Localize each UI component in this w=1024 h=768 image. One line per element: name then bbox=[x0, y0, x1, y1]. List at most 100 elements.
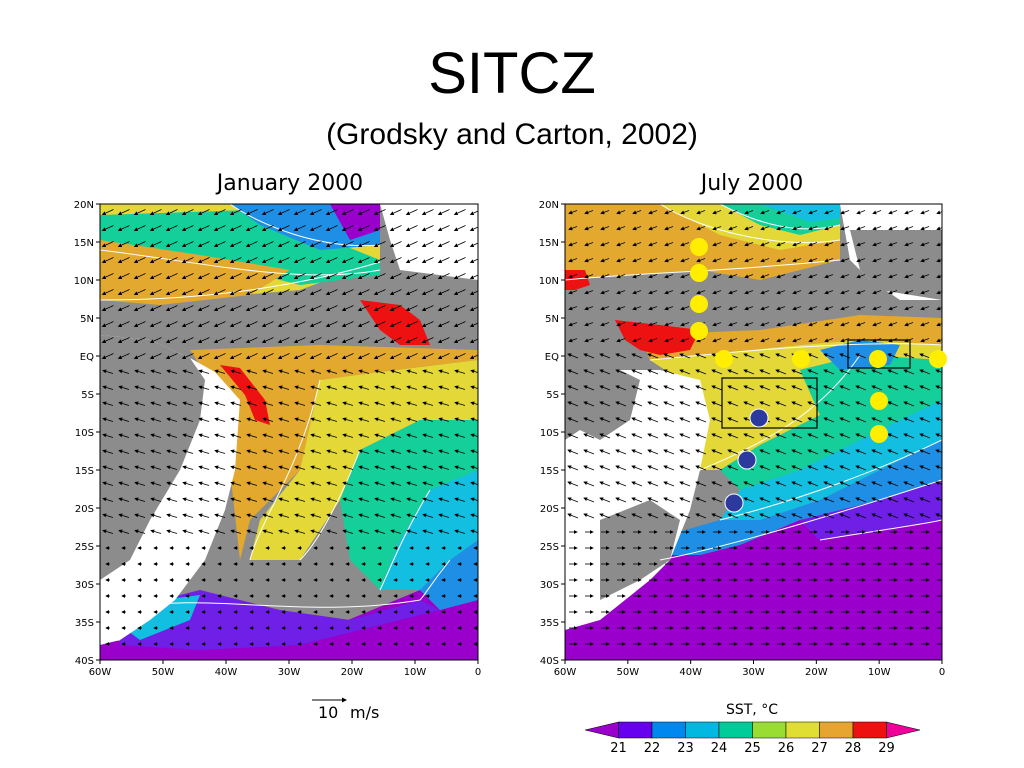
wind-arrow bbox=[406, 513, 418, 518]
wind-arrow bbox=[792, 306, 802, 311]
wind-arrow bbox=[197, 209, 210, 215]
wind-arrow bbox=[711, 465, 723, 471]
wind-arrow bbox=[181, 241, 194, 247]
wind-arrow bbox=[325, 209, 338, 215]
wind-arrow bbox=[358, 417, 370, 422]
wind-arrow bbox=[903, 369, 915, 375]
wind-arrow bbox=[760, 258, 770, 263]
wind-arrow bbox=[824, 226, 834, 231]
wind-arrow bbox=[246, 529, 258, 534]
wind-arrow bbox=[406, 449, 418, 454]
wind-arrow bbox=[469, 258, 478, 263]
wind-arrow bbox=[342, 497, 354, 502]
wind-arrow bbox=[278, 465, 290, 470]
lat-tick-label: 15N bbox=[539, 238, 559, 249]
wind-arrow bbox=[631, 465, 643, 471]
wind-arrow bbox=[293, 353, 306, 359]
wind-arrow bbox=[213, 305, 226, 311]
wind-arrow bbox=[198, 369, 210, 374]
wind-arrow bbox=[904, 274, 914, 279]
wind-arrow bbox=[182, 369, 194, 374]
missing-patch bbox=[600, 500, 680, 600]
wind-arrow bbox=[438, 513, 450, 518]
wind-arrow bbox=[728, 226, 738, 231]
wind-arrow bbox=[405, 273, 418, 279]
wind-arrow bbox=[727, 385, 739, 391]
wind-arrow bbox=[647, 481, 659, 487]
wind-arrow bbox=[904, 290, 914, 295]
wind-arrow bbox=[101, 241, 114, 247]
wind-arrow bbox=[775, 417, 787, 423]
wind-arrow bbox=[229, 289, 242, 295]
wind-arrow bbox=[166, 369, 178, 374]
wind-arrow bbox=[872, 226, 882, 231]
wind-arrow bbox=[680, 226, 690, 231]
wind-arrow bbox=[856, 258, 866, 263]
wind-arrow bbox=[887, 433, 899, 439]
wind-arrow bbox=[856, 274, 866, 279]
wind-arrow bbox=[390, 449, 402, 454]
wind-arrow bbox=[246, 481, 258, 486]
wind-arrow bbox=[583, 433, 595, 439]
wind-arrow bbox=[856, 290, 866, 295]
wind-arrow bbox=[775, 385, 787, 391]
wind-arrow bbox=[198, 465, 210, 470]
wind-arrow bbox=[872, 242, 882, 247]
wind-arrow bbox=[567, 385, 579, 391]
wind-arrow bbox=[632, 306, 642, 311]
wind-arrow bbox=[102, 481, 114, 486]
wind-arrow bbox=[261, 305, 274, 311]
wind-arrow bbox=[149, 305, 162, 311]
wind-arrow bbox=[599, 449, 611, 455]
wind-arrow bbox=[920, 306, 930, 311]
wind-arrow bbox=[823, 385, 835, 391]
wind-arrow bbox=[568, 274, 578, 279]
wind-arrow bbox=[871, 465, 883, 471]
wind-arrow bbox=[405, 241, 418, 247]
wind-arrow bbox=[615, 385, 627, 391]
wind-arrow bbox=[165, 353, 178, 359]
wind-arrow bbox=[165, 257, 178, 263]
wind-arrow bbox=[727, 369, 739, 375]
wind-arrow bbox=[616, 258, 626, 263]
wind-arrow bbox=[326, 449, 338, 454]
wind-arrow bbox=[648, 258, 658, 263]
wind-arrow bbox=[245, 353, 258, 359]
wind-arrow bbox=[567, 465, 579, 471]
wind-arrow bbox=[182, 433, 194, 438]
wind-arrow bbox=[101, 225, 114, 231]
wind-arrow bbox=[855, 497, 867, 503]
wind-arrow bbox=[840, 322, 850, 327]
wind-arrow bbox=[149, 241, 162, 247]
wind-arrow bbox=[294, 401, 306, 406]
wind-arrow bbox=[102, 385, 114, 390]
wind-arrow bbox=[616, 274, 626, 279]
wind-arrow bbox=[262, 369, 274, 374]
wind-arrow bbox=[390, 465, 402, 470]
wind-arrow bbox=[453, 289, 466, 295]
wind-arrow bbox=[871, 369, 883, 375]
wind-arrow bbox=[919, 465, 931, 471]
colorbar-segment bbox=[718, 721, 753, 739]
wind-arrow bbox=[277, 337, 290, 343]
wind-arrow bbox=[695, 401, 707, 407]
wind-arrow bbox=[165, 273, 178, 279]
wind-arrow bbox=[230, 369, 242, 374]
wind-arrow bbox=[342, 529, 354, 534]
wind-arrow bbox=[246, 385, 258, 390]
wind-arrow bbox=[727, 417, 739, 423]
wind-arrow bbox=[856, 210, 866, 215]
wind-arrow bbox=[759, 449, 771, 455]
wind-arrow bbox=[310, 385, 322, 390]
wind-arrow bbox=[357, 353, 370, 359]
wind-arrow bbox=[214, 401, 226, 406]
wind-arrow bbox=[904, 210, 914, 215]
wind-arrow bbox=[422, 529, 434, 534]
wind-arrow bbox=[839, 481, 851, 487]
lon-tick-label: 50W bbox=[152, 667, 175, 678]
wind-arrow bbox=[727, 401, 739, 407]
wind-arrow bbox=[888, 226, 898, 231]
lat-tick-label: 10N bbox=[539, 276, 559, 287]
wind-arrow bbox=[919, 385, 931, 391]
wind-arrow bbox=[102, 449, 114, 454]
